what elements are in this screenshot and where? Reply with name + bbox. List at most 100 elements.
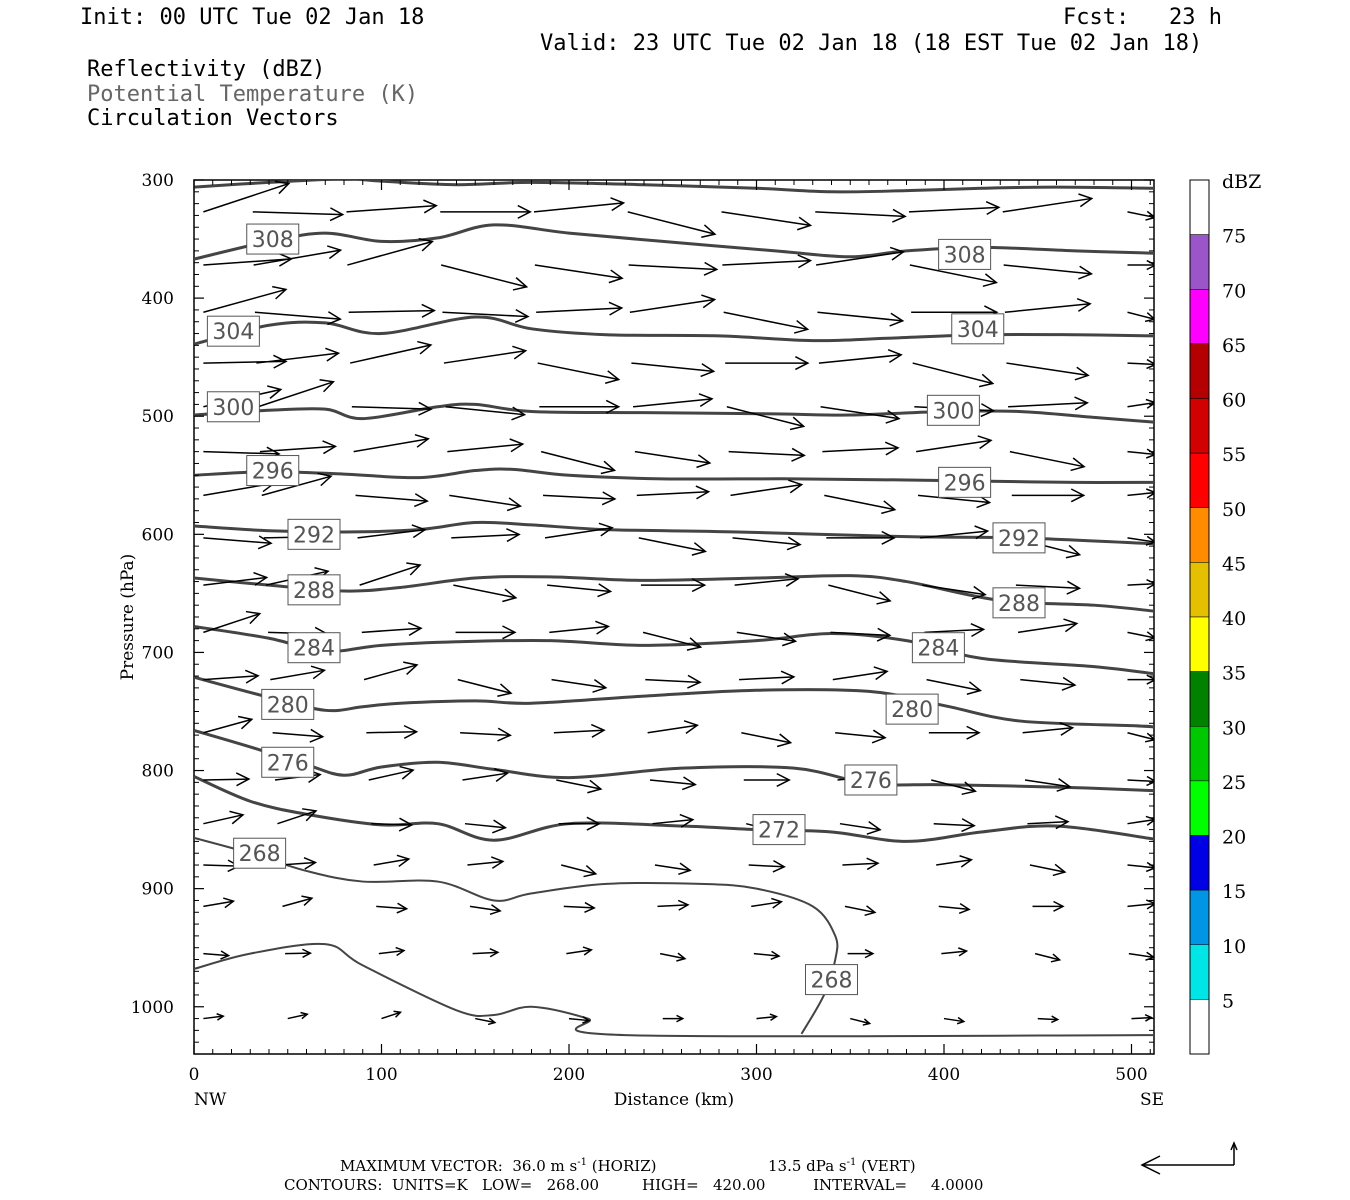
- vector-shaft: [534, 264, 623, 279]
- vector-arrowhead: [274, 180, 291, 195]
- vector-shaft: [732, 537, 801, 546]
- vector-shaft: [203, 675, 259, 681]
- vector-arrowhead: [866, 857, 880, 871]
- contour-label: 268: [811, 969, 853, 994]
- vector-shaft: [285, 952, 311, 955]
- vector-arrowhead: [492, 819, 507, 834]
- vector-shaft: [631, 362, 714, 373]
- contour-label-box: [992, 522, 1046, 554]
- vector-shaft: [842, 862, 879, 866]
- ref-arrowhead-up-icon: [1230, 1141, 1238, 1151]
- vector-arrowhead: [329, 207, 345, 222]
- vector-arrowhead: [793, 320, 810, 334]
- vector-arrowhead: [322, 440, 338, 455]
- vector-arrowhead: [582, 946, 594, 956]
- vector-arrowhead: [797, 254, 813, 269]
- contour-label: 288: [998, 592, 1040, 617]
- vector-shaft: [739, 676, 794, 681]
- vector-shaft: [1127, 818, 1154, 825]
- vector-arrowhead: [396, 902, 409, 914]
- vector-arrowhead: [686, 637, 703, 651]
- vector-shaft: [203, 288, 287, 314]
- vector-arrowhead: [1146, 674, 1154, 685]
- vector-shaft: [272, 731, 323, 738]
- vector-arrowhead: [985, 200, 1001, 216]
- vector-shaft: [642, 631, 701, 648]
- vector-shaft: [371, 822, 412, 826]
- vector-shaft: [566, 949, 592, 955]
- vector-arrowhead: [235, 772, 251, 787]
- vector-shaft: [931, 779, 976, 792]
- vector-arrowhead: [327, 245, 343, 260]
- contour-label-box: [951, 313, 1005, 345]
- vector-arrowhead: [862, 1018, 872, 1026]
- vector-arrowhead: [309, 728, 325, 743]
- vector-arrowhead: [1146, 775, 1154, 787]
- vector-arrowhead: [1059, 721, 1075, 736]
- vector-arrowhead: [610, 197, 626, 212]
- vector-arrowhead: [1076, 297, 1092, 312]
- vector-arrowhead: [414, 493, 429, 508]
- vector-shaft: [373, 858, 409, 866]
- vector-arrowhead: [1144, 312, 1154, 323]
- vector-arrowhead: [1146, 259, 1154, 271]
- vector-arrowhead: [327, 311, 342, 326]
- contour-label: 276: [267, 751, 309, 776]
- vector-arrowhead: [1056, 778, 1072, 792]
- colorbar-label: 25: [1222, 772, 1246, 794]
- vector-shaft: [460, 731, 511, 737]
- vector-shaft: [1009, 450, 1085, 468]
- vector-shaft: [445, 406, 525, 416]
- x-end-label-se: SE: [1140, 1090, 1164, 1110]
- vector-shaft: [1017, 622, 1077, 634]
- vector-arrowhead: [676, 1014, 685, 1023]
- colorbar-swatch: [1189, 452, 1210, 508]
- contour-label: 308: [252, 228, 294, 253]
- vector-arrowhead: [302, 948, 313, 958]
- y-axis-label: Pressure (hPa): [118, 554, 138, 681]
- vector-arrowhead: [1145, 861, 1154, 873]
- vector-shaft: [203, 258, 292, 266]
- contour-label-box: [287, 632, 341, 664]
- vector-arrowhead: [698, 393, 714, 408]
- x-tick-label: 500: [1115, 1065, 1147, 1085]
- vector-arrowhead: [1070, 488, 1086, 503]
- vector-shaft: [464, 822, 506, 829]
- vector-shaft: [475, 1017, 496, 1024]
- vector-shaft: [922, 584, 986, 596]
- vector-arrowhead: [592, 679, 608, 693]
- vector-arrowhead: [608, 269, 624, 284]
- vector-shaft: [726, 406, 804, 428]
- vector-shaft: [919, 530, 988, 539]
- vector-shaft: [815, 211, 906, 218]
- theta-contour-276: [194, 728, 1154, 793]
- vector-arrowhead: [512, 345, 528, 360]
- vector-shaft: [941, 950, 967, 955]
- vector-arrowhead: [677, 899, 690, 911]
- vector-arrowhead: [679, 813, 695, 828]
- vector-shaft: [818, 354, 902, 364]
- vector-arrowhead: [970, 622, 986, 638]
- vector-arrowhead: [784, 572, 800, 587]
- vector-shaft: [1034, 952, 1060, 961]
- vector-shaft: [1127, 491, 1154, 497]
- theta-contour-308: [194, 223, 1154, 261]
- vector-shaft: [936, 858, 972, 866]
- vector-arrowhead: [791, 447, 806, 462]
- vector-shaft: [638, 537, 706, 553]
- vector-arrowhead: [237, 715, 254, 730]
- x-tick-label: 200: [553, 1065, 585, 1085]
- theta-contour-268: [194, 836, 839, 1035]
- max-vector-vert: 13.5 dPa s-1 (VERT): [768, 1157, 916, 1175]
- vector-arrowhead: [244, 669, 260, 684]
- vector-arrowhead: [958, 947, 969, 957]
- vector-arrowhead: [1144, 1014, 1154, 1022]
- vector-arrowhead: [421, 303, 436, 318]
- vector-shaft: [756, 1015, 777, 1020]
- colorbar-swatch: [1189, 671, 1210, 727]
- vector-shaft: [536, 307, 622, 314]
- contour-label-box: [844, 764, 898, 796]
- contour-label-box: [752, 814, 806, 846]
- colorbar-label: 60: [1222, 390, 1246, 412]
- vector-shaft: [549, 625, 609, 634]
